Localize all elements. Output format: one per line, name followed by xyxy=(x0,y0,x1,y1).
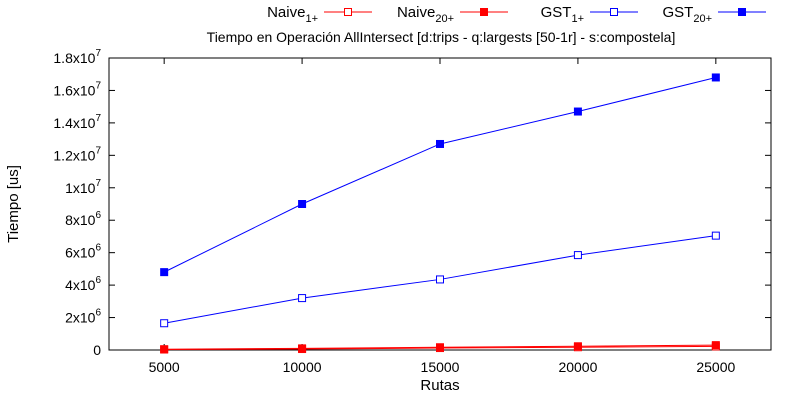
y-tick-label-exponent: 7 xyxy=(95,80,101,91)
y-tick-label-base: 2x10 xyxy=(65,310,96,326)
x-axis-label: Rutas xyxy=(420,377,459,394)
x-tick-label: 25000 xyxy=(696,359,735,375)
y-tick-label: 4x106 xyxy=(65,275,101,293)
legend-series-name: GST xyxy=(662,4,693,21)
y-tick-label-exponent: 6 xyxy=(95,210,101,221)
y-axis-label: Tiempo [us] xyxy=(5,165,22,243)
y-tick-label: 1.6x107 xyxy=(53,80,101,98)
series-layer xyxy=(160,73,720,354)
series-gst-20plus xyxy=(160,73,720,277)
y-tick-label: 1x107 xyxy=(65,178,101,196)
legend-series-subscript: 1+ xyxy=(305,13,318,25)
data-point xyxy=(436,139,444,148)
x-tick-label: 10000 xyxy=(283,359,322,375)
y-tick-label-exponent: 7 xyxy=(95,113,101,124)
y-tick-label-base: 0 xyxy=(93,342,101,358)
y-tick-label: 1.4x107 xyxy=(53,113,101,131)
legend-series-subscript: 20+ xyxy=(435,13,454,25)
legend-label: Naive20+ xyxy=(397,4,454,25)
plot-frame xyxy=(108,57,772,351)
data-point xyxy=(436,275,444,284)
legend-series-name: Naive xyxy=(397,4,435,21)
y-tick-label: 8x106 xyxy=(65,210,101,228)
x-tick-label: 15000 xyxy=(421,359,460,375)
data-point xyxy=(573,251,582,260)
legend-marker xyxy=(480,8,488,16)
legend-entry: GST20+ xyxy=(662,4,766,25)
data-point xyxy=(160,319,169,328)
legend: Naive1+ Naive20+ GST1+ GST20+ xyxy=(267,4,766,25)
data-point xyxy=(298,200,307,208)
y-tick-label-base: 1.2x10 xyxy=(53,147,95,163)
y-tick-label-base: 1.8x10 xyxy=(53,50,95,66)
data-point xyxy=(298,294,307,303)
legend-series-name: Naive xyxy=(267,4,305,21)
chart-title: Tiempo en Operación AllIntersect [d:trip… xyxy=(207,29,676,45)
y-tick-label-base: 8x10 xyxy=(65,212,96,228)
legend-label: Naive1+ xyxy=(267,4,318,25)
y-tick-label-exponent: 7 xyxy=(95,145,101,156)
y-tick-label-exponent: 6 xyxy=(95,308,101,319)
legend-label: GST20+ xyxy=(662,4,712,25)
data-point xyxy=(573,107,582,116)
legend-entry: GST1+ xyxy=(541,4,638,25)
y-tick-label-exponent: 7 xyxy=(95,48,101,59)
legend-series-subscript: 20+ xyxy=(693,13,712,25)
y-tick-label-base: 6x10 xyxy=(65,245,96,261)
legend-series-subscript: 1+ xyxy=(571,13,584,25)
y-tick-label: 2x106 xyxy=(65,308,101,326)
data-point xyxy=(711,73,720,82)
y-tick-label-exponent: 6 xyxy=(95,243,101,254)
y-tick-label: 0 xyxy=(93,342,101,358)
y-tick-label: 1.2x107 xyxy=(53,145,101,163)
data-point xyxy=(711,341,720,350)
y-tick-label-base: 1.4x10 xyxy=(53,115,95,131)
legend-entry: Naive1+ xyxy=(267,4,372,25)
data-point xyxy=(573,342,582,351)
legend-entry: Naive20+ xyxy=(397,4,508,25)
y-tick-label-base: 1.6x10 xyxy=(53,82,95,98)
x-axis: 5000 10000 15000 20000 25000 xyxy=(149,58,736,375)
y-tick-label-exponent: 6 xyxy=(95,275,101,286)
data-point xyxy=(160,268,169,277)
series-line xyxy=(163,76,716,273)
y-tick-label-exponent: 7 xyxy=(95,178,101,189)
x-tick-label: 5000 xyxy=(149,359,180,375)
data-point xyxy=(436,343,444,352)
legend-marker xyxy=(738,8,746,16)
series-gst-1plus xyxy=(160,231,720,328)
legend-marker xyxy=(344,8,352,16)
legend-series-name: GST xyxy=(541,4,572,21)
legend-marker xyxy=(610,8,618,16)
data-point xyxy=(160,345,169,354)
data-point xyxy=(298,344,307,353)
y-tick-label: 1.8x107 xyxy=(53,48,101,66)
data-point xyxy=(711,231,720,240)
y-tick-label-base: 1x10 xyxy=(65,180,96,196)
x-tick-label: 20000 xyxy=(558,359,597,375)
y-axis: 02x1064x1066x1068x1061x1071.2x1071.4x107… xyxy=(53,48,771,358)
series-naive-20plus xyxy=(160,341,720,354)
y-tick-label-base: 4x10 xyxy=(65,277,96,293)
y-tick-label: 6x106 xyxy=(65,243,101,261)
legend-label: GST1+ xyxy=(541,4,584,25)
